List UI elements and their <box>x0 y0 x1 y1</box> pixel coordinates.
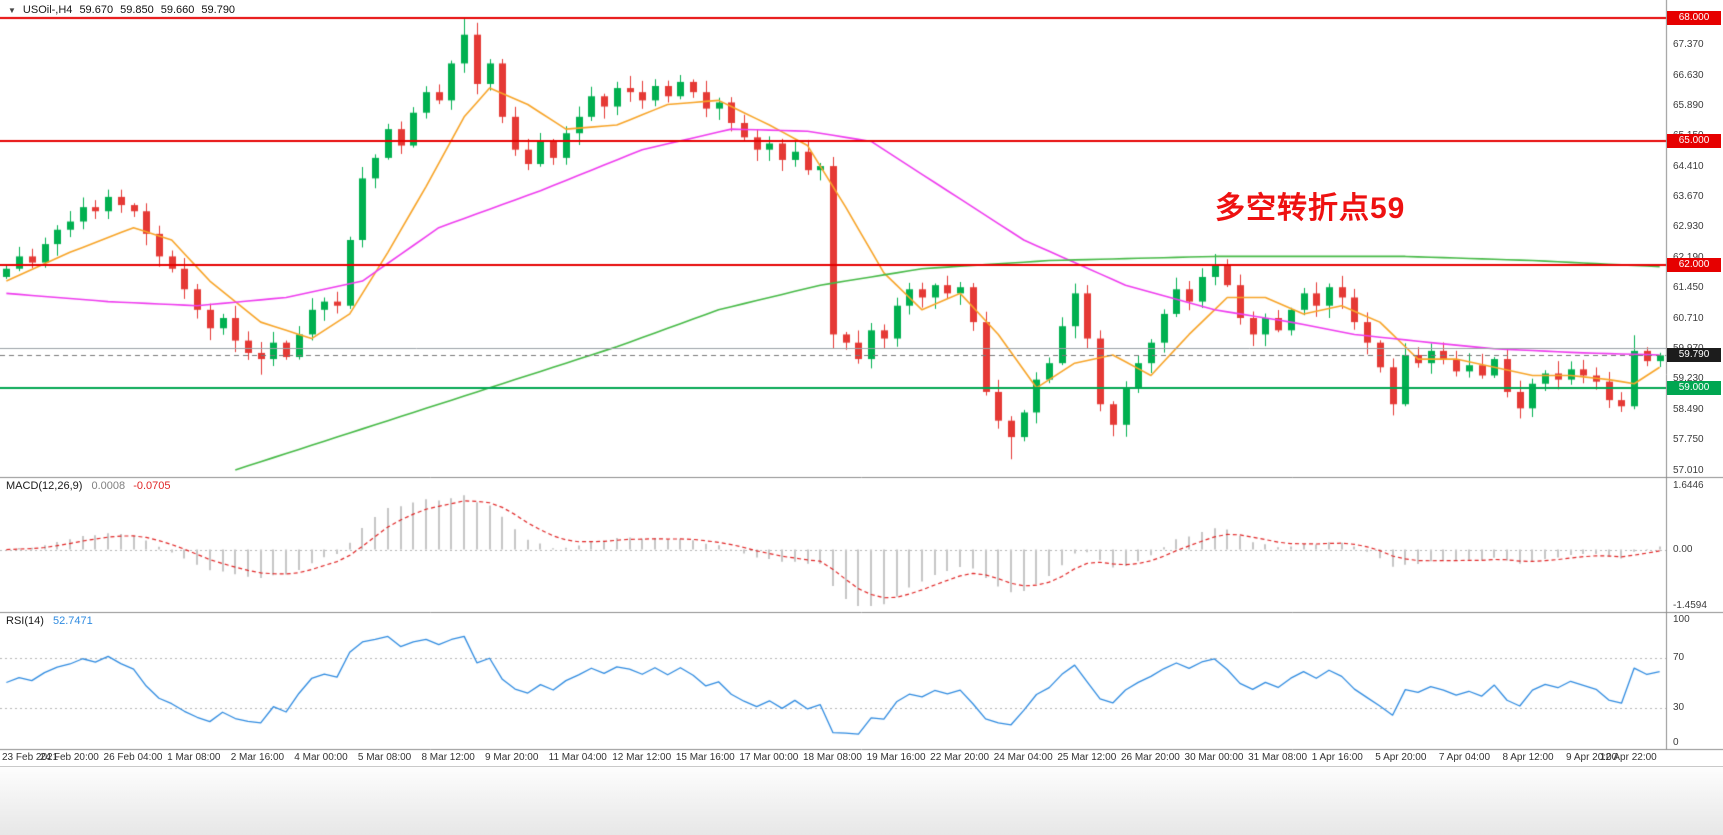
price-axis-tick: 64.410 <box>1673 160 1704 172</box>
time-axis-label: 24 Feb 20:00 <box>39 752 99 763</box>
price-level-tag: 65.000 <box>1667 134 1721 149</box>
time-axis-label: 24 Mar 04:00 <box>993 752 1053 763</box>
price-axis-tick: 59.230 <box>1673 373 1704 385</box>
rsi-axis-tick: 100 <box>1673 614 1690 625</box>
price-axis-tick: 62.930 <box>1673 221 1704 233</box>
time-axis-label: 23 Feb 2021 <box>2 752 59 763</box>
price-axis-tick: 67.370 <box>1673 39 1704 51</box>
macd-axis-tick: 0.00 <box>1673 543 1693 555</box>
time-axis-label: 17 Mar 00:00 <box>739 752 799 763</box>
open-value: 59.670 <box>79 4 114 16</box>
time-axis-label: 1 Mar 08:00 <box>167 752 221 763</box>
chart-header: ▼ USOil-,H4 59.670 59.850 59.660 59.790 <box>8 4 235 16</box>
time-axis-label: 12 Apr 22:00 <box>1600 752 1657 763</box>
price-level-tag: 59.790 <box>1667 348 1721 363</box>
macd-indicator-label: MACD(12,26,9) 0.0008 -0.0705 <box>6 480 171 492</box>
macd-hist-value: 0.0008 <box>91 480 126 492</box>
price-level-tag: 62.000 <box>1667 257 1721 272</box>
time-axis-label: 5 Mar 08:00 <box>357 752 412 763</box>
time-axis-label: 2 Mar 16:00 <box>230 752 285 763</box>
time-axis-label: 15 Mar 16:00 <box>675 752 735 763</box>
high-value: 59.850 <box>120 4 154 16</box>
rsi-axis-tick: 70 <box>1673 651 1685 663</box>
time-axis-label: 8 Apr 12:00 <box>1502 752 1554 763</box>
time-axis-label: 7 Apr 04:00 <box>1438 752 1491 763</box>
macd-signal-value: -0.0705 <box>133 480 171 492</box>
close-value: 59.790 <box>201 4 236 16</box>
symbol-timeframe-label: USOil-,H4 <box>22 4 73 16</box>
chart-text-annotation[interactable]: 多空转折点59 <box>1215 192 1406 225</box>
time-axis-label: 25 Mar 12:00 <box>1057 752 1117 763</box>
macd-name: MACD(12,26,9) <box>6 480 83 492</box>
time-axis-label: 9 Apr 20:00 <box>1566 752 1618 763</box>
chart-canvas[interactable] <box>0 0 1723 766</box>
time-axis-label: 9 Mar 20:00 <box>485 752 539 763</box>
price-axis-tick: 57.750 <box>1673 434 1704 446</box>
time-axis-label: 31 Mar 08:00 <box>1248 752 1308 763</box>
price-axis-tick: 61.450 <box>1673 282 1704 294</box>
low-value: 59.660 <box>160 4 195 16</box>
price-axis-tick: 58.490 <box>1673 403 1704 415</box>
time-axis-label: 26 Feb 04:00 <box>103 752 163 763</box>
rsi-axis-tick: 30 <box>1673 701 1685 713</box>
time-axis-label: 26 Mar 20:00 <box>1120 752 1180 763</box>
price-axis-tick: 62.190 <box>1673 252 1704 263</box>
macd-axis-tick: 1.6446 <box>1673 480 1704 491</box>
rsi-indicator-label: RSI(14) 52.7471 <box>6 615 93 627</box>
time-axis-label: 30 Mar 00:00 <box>1184 752 1244 763</box>
rsi-axis-tick: 0 <box>1673 737 1679 748</box>
rsi-value: 52.7471 <box>52 615 93 627</box>
time-axis-label: 22 Mar 20:00 <box>930 752 990 763</box>
time-axis-label: 18 Mar 08:00 <box>803 752 862 763</box>
symbol-dropdown-icon: ▼ <box>8 5 16 15</box>
time-axis-label: 4 Mar 00:00 <box>294 752 348 763</box>
price-level-tag: 68.000 <box>1667 11 1721 26</box>
bottom-empty-strip <box>0 766 1723 835</box>
time-axis-label: 19 Mar 16:00 <box>866 752 926 763</box>
price-axis-tick: 63.670 <box>1673 191 1704 203</box>
time-axis-label: 1 Apr 16:00 <box>1311 752 1363 763</box>
price-level-tag: 59.000 <box>1667 380 1721 395</box>
time-axis-label: 8 Mar 12:00 <box>421 752 475 763</box>
price-axis-tick: 60.710 <box>1673 312 1704 324</box>
price-axis-tick: 65.890 <box>1673 99 1704 111</box>
price-axis-tick: 57.010 <box>1673 464 1704 476</box>
rsi-name: RSI(14) <box>6 615 44 627</box>
time-axis-label: 5 Apr 20:00 <box>1375 752 1427 763</box>
time-axis-label: 11 Mar 04:00 <box>548 752 607 763</box>
price-axis-tick: 66.630 <box>1673 69 1704 81</box>
macd-axis-tick: -1.4594 <box>1673 600 1707 611</box>
time-axis-label: 12 Mar 12:00 <box>612 752 672 763</box>
